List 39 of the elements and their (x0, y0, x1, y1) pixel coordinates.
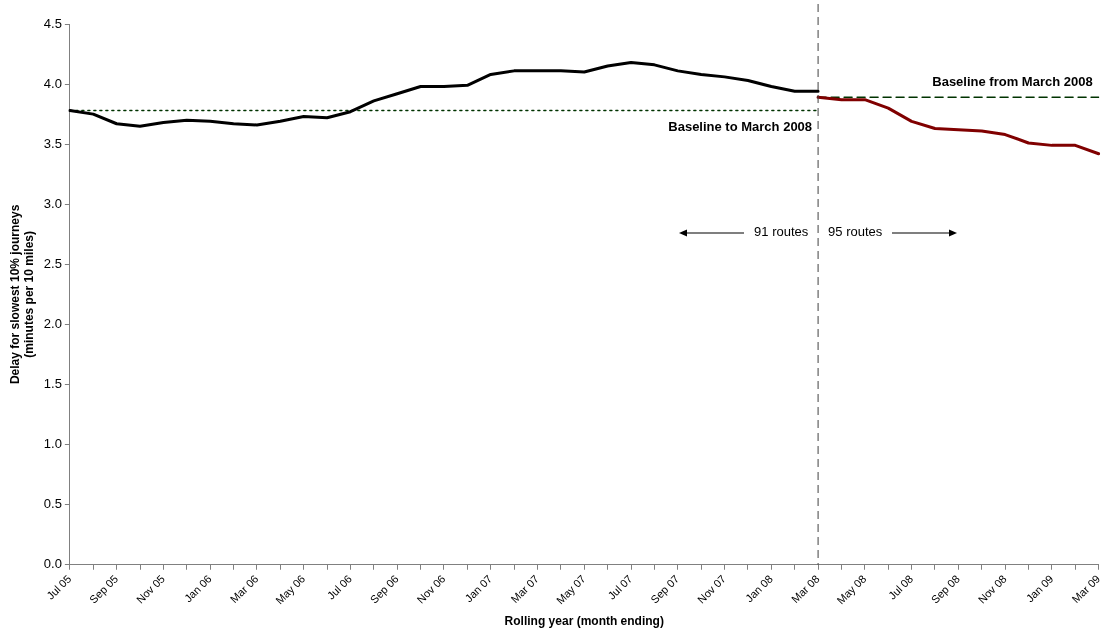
y-tick-label: 3.5 (43, 135, 62, 151)
y-tick-label: 3.0 (43, 195, 62, 211)
x-tick-label: Nov 06 (414, 572, 448, 606)
x-tick-label: Nov 08 (975, 572, 1009, 606)
y-tick-label: 4.5 (43, 15, 62, 31)
x-tick-label: Jan 06 (181, 572, 214, 605)
x-tick-label: Mar 06 (227, 572, 261, 606)
x-tick-label: Jul 06 (324, 572, 355, 602)
y-tick-label: 0.0 (43, 556, 62, 572)
annotation: 91 routes (754, 224, 809, 240)
y-tick-label: 0.5 (43, 496, 62, 512)
x-tick-label: May 07 (553, 572, 588, 607)
x-tick-label: Mar 07 (508, 572, 542, 606)
y-axis-title: Delay for slowest 10% journeys (minutes per 10 miles) (7, 204, 36, 385)
x-tick-label: Sep 06 (367, 572, 401, 606)
series-label: Baseline from March 2008 (932, 74, 1093, 90)
x-axis-title: Rolling year (month ending) (504, 614, 664, 629)
series-label: Baseline to March 2008 (668, 118, 813, 134)
x-tick-label: Jan 07 (462, 572, 495, 605)
x-tick-label: Jul 07 (605, 572, 635, 602)
x-tick-label: May 06 (273, 572, 308, 607)
x-tick-label: May 08 (834, 572, 869, 607)
x-tick-label: Sep 07 (648, 572, 682, 606)
annotation: 95 routes (828, 224, 883, 240)
x-tick-label: Mar 09 (1069, 572, 1103, 606)
x-tick-label: Sep 05 (87, 572, 121, 606)
x-tick-label: Jul 08 (885, 572, 916, 602)
x-tick-label: Nov 07 (694, 572, 729, 606)
x-tick-label: Sep 08 (928, 572, 962, 606)
x-tick-label: Jan 09 (1023, 572, 1056, 605)
x-tick-label: Mar 08 (788, 572, 822, 606)
x-tick-label: Nov 05 (133, 572, 167, 606)
y-tick-label: 1.0 (43, 436, 62, 452)
y-tick-label: 2.5 (43, 255, 62, 271)
y-tick-label: 1.5 (43, 376, 62, 392)
y-tick-label: 4.0 (43, 75, 62, 91)
y-tick-label: 2.0 (43, 316, 62, 331)
x-tick-label: Jan 08 (743, 572, 775, 605)
x-tick-label: Jul 05 (44, 572, 74, 602)
